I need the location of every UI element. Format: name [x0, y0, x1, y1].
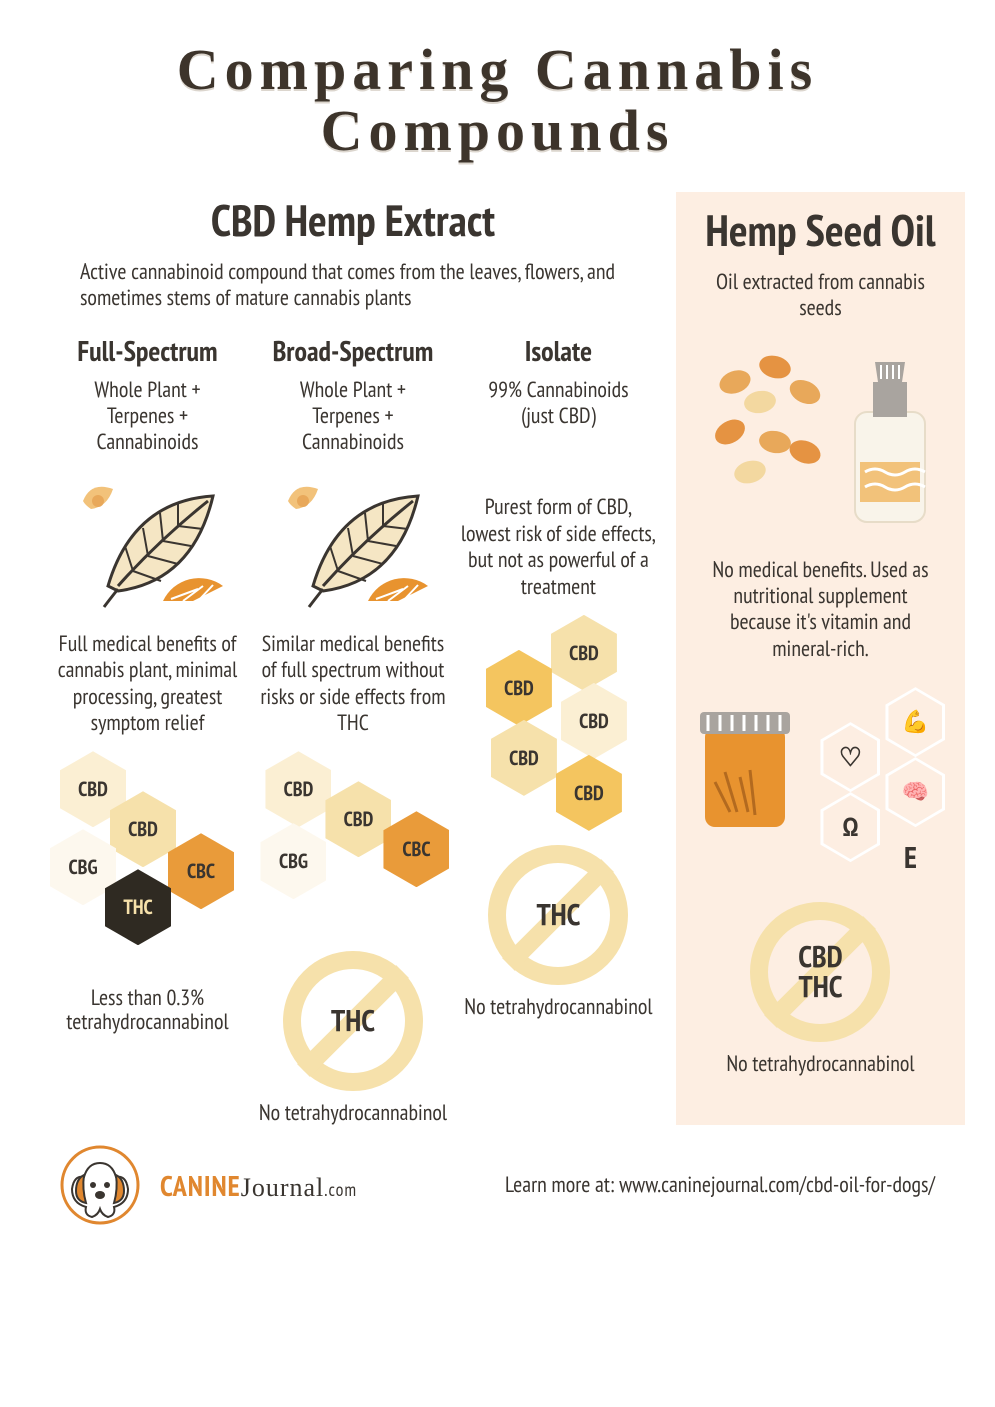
brand-dotcom: .com: [324, 1178, 357, 1201]
hex-cluster: CBDCBDCBGCBCTHC: [50, 751, 245, 941]
hex-cbd: CBD: [486, 650, 552, 726]
cbd-col-2: Isolate 99% Cannabinoids (just CBD) Pure…: [461, 332, 656, 1126]
no-circle: THC: [488, 845, 628, 985]
thc-note: No tetrahydrocannabinol: [255, 1101, 450, 1125]
hex-cluster: CBDCBDCBDCBDCBD: [461, 615, 656, 835]
no-circle-label: THC: [283, 951, 423, 1091]
col-body: Purest form of CBD, lowest risk of side …: [461, 494, 656, 600]
seeds-bottle-illustration: [705, 342, 935, 532]
omega-hex: Ω: [820, 792, 880, 862]
logo-text: CANINEJournal.com: [160, 1167, 357, 1204]
heart-hex: ♡: [820, 722, 880, 792]
col-sub: Whole Plant + Terpenes + Cannabinoids: [60, 377, 235, 456]
pill-bottle-svg: [690, 702, 800, 842]
main-title: Comparing Cannabis Compounds: [30, 40, 965, 162]
brand-script: Journal: [241, 1173, 325, 1202]
seed-no-circle: CBD THC: [750, 902, 890, 1042]
col-title: Isolate: [461, 332, 656, 369]
seed-body: No medical benefits. Used as nutritional…: [706, 557, 935, 663]
learn-more: Learn more at: www.caninejournal.com/cbd…: [505, 1171, 935, 1199]
hex-cbc: CBC: [168, 833, 234, 909]
thc-note: Less than 0.3% tetrahydrocannabinol: [50, 986, 245, 1034]
hex-cbd: CBD: [265, 751, 331, 827]
col-title: Full-Spectrum: [50, 332, 245, 369]
hex-cbg: CBG: [260, 823, 326, 899]
thc-note: No tetrahydrocannabinol: [461, 995, 656, 1019]
seed-section: Hemp Seed Oil Oil extracted from cannabi…: [676, 192, 965, 1126]
content-row: CBD Hemp Extract Active cannabinoid comp…: [30, 192, 965, 1126]
muscle-hex: 💪: [885, 687, 945, 757]
no-circle-label: THC: [488, 845, 628, 985]
cbd-columns: Full-Spectrum Whole Plant + Terpenes + C…: [30, 332, 676, 1126]
cbd-section: CBD Hemp Extract Active cannabinoid comp…: [30, 192, 676, 1126]
seed-no-label: CBD THC: [750, 902, 890, 1042]
no-circle: THC: [283, 951, 423, 1091]
hex-cbc: CBC: [383, 811, 449, 887]
cbd-desc: Active cannabinoid compound that comes f…: [80, 259, 636, 312]
col-body: Full medical benefits of cannabis plant,…: [50, 631, 245, 737]
cbd-col-0: Full-Spectrum Whole Plant + Terpenes + C…: [50, 332, 245, 1126]
col-sub: 99% Cannabinoids (just CBD): [471, 377, 646, 430]
hex-cbd: CBD: [325, 781, 391, 857]
pill-icons: ♡ 💪 🧠 Ω E: [690, 682, 950, 862]
seeds-bottle-svg: [705, 342, 935, 532]
hex-cbd: CBD: [556, 755, 622, 831]
hex-cbd: CBD: [561, 683, 627, 759]
seed-title: Hemp Seed Oil: [676, 202, 965, 259]
cbd-title: CBD Hemp Extract: [30, 192, 676, 249]
leaf-illustration: [63, 471, 233, 621]
col-sub: Whole Plant + Terpenes + Cannabinoids: [265, 377, 440, 456]
infographic-page: Comparing Cannabis Compounds CBD Hemp Ex…: [0, 0, 995, 1265]
e-label: E: [885, 827, 935, 887]
col-title: Broad-Spectrum: [255, 332, 450, 369]
leaf-illustration: [268, 471, 438, 621]
hex-cluster: CBDCBDCBG CBC: [255, 751, 450, 941]
seed-thc-note: No tetrahydrocannabinol: [676, 1052, 965, 1076]
hex-cbd: CBD: [491, 720, 557, 796]
seed-desc: Oil extracted from cannabis seeds: [706, 269, 935, 322]
brand-bold: CANINE: [160, 1167, 241, 1204]
hex-cbd: CBD: [551, 615, 617, 691]
col-body: Similar medical benefits of full spectru…: [255, 631, 450, 737]
cbd-col-1: Broad-Spectrum Whole Plant + Terpenes + …: [255, 332, 450, 1126]
brain-hex: 🧠: [885, 757, 945, 827]
footer: CANINEJournal.com Learn more at: www.can…: [30, 1125, 965, 1255]
dog-logo-icon: [60, 1145, 140, 1225]
